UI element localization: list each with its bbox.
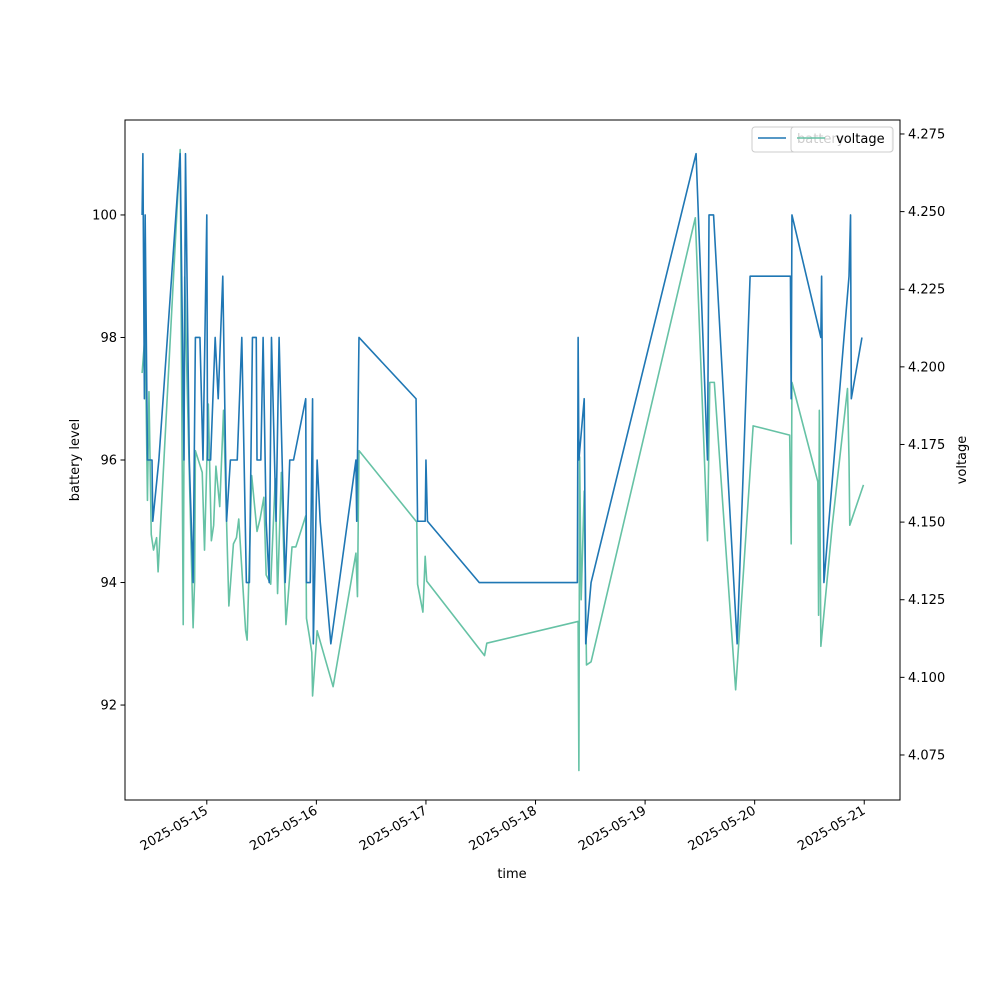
legend-voltage: voltage — [790, 126, 894, 153]
y-right-tick-label: 4.250 — [908, 205, 945, 220]
y-left-tick-label: 96 — [100, 454, 117, 469]
y-right-tick-label: 4.100 — [908, 671, 945, 686]
y-left-tick-label: 100 — [92, 208, 117, 223]
series-layer — [141, 148, 865, 772]
y-right-tick-label: 4.150 — [908, 516, 945, 531]
series-line-battery — [141, 152, 863, 645]
y-right-tick-label: 4.200 — [908, 360, 945, 375]
legend-voltage-box — [790, 126, 894, 153]
legend-voltage-label: voltage — [836, 132, 885, 147]
y-left-tick-label: 92 — [100, 699, 117, 714]
y-left-tick-label: 94 — [100, 576, 117, 591]
x-axis-label: time — [497, 867, 526, 882]
y-right-tick-label: 4.225 — [908, 283, 945, 298]
y-right-axis-label: voltage — [955, 436, 970, 485]
y-right-tick-label: 4.275 — [908, 127, 945, 142]
y-right-tick-label: 4.075 — [908, 748, 945, 763]
y-left-axis-label: battery level — [68, 419, 83, 502]
y-right-tick-label: 4.125 — [908, 593, 945, 608]
y-right-axis-ticks: 4.075 4.100 4.125 4.150 4.175 4.200 4.225 4.250… — [900, 127, 945, 763]
y-right-tick-label: 4.175 — [908, 438, 945, 453]
y-left-axis-ticks: 92 94 96 98 100 — [92, 208, 125, 714]
y-left-tick-label: 98 — [100, 331, 117, 346]
